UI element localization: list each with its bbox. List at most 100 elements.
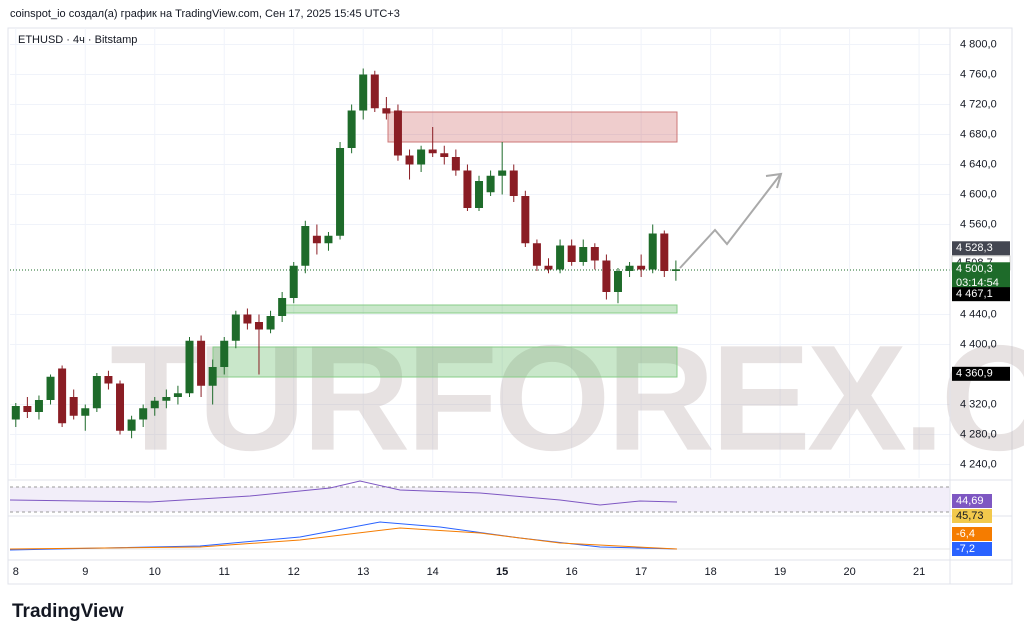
indicator-label: 44,69: [956, 495, 984, 507]
candle-body: [69, 397, 78, 416]
price-label: 4 467,1: [956, 288, 993, 300]
candle-body: [648, 233, 657, 270]
x-tick-label: 18: [705, 566, 717, 578]
candle-body: [58, 368, 67, 424]
x-tick-label: 11: [219, 566, 230, 578]
x-tick-label: 19: [774, 566, 786, 578]
candle-body: [370, 74, 379, 109]
price-label: 4 528,3: [956, 242, 993, 254]
candle-body: [475, 181, 484, 208]
y-tick-label: 4 680,0: [960, 128, 997, 140]
indicator-label-box: [952, 542, 992, 556]
candle-body: [231, 314, 240, 341]
macd-line: [9, 521, 678, 551]
candle-body: [660, 233, 669, 271]
candle-body: [127, 419, 136, 431]
candle-body: [509, 170, 518, 196]
candle-body: [139, 408, 148, 420]
candle-body: [220, 340, 229, 367]
x-tick-label: 13: [357, 566, 369, 578]
indicator-label: 45,73: [956, 510, 984, 522]
x-tick-label: 14: [427, 566, 439, 578]
watermark: TURFOREX.COM: [110, 314, 1024, 482]
candle-body: [440, 153, 449, 157]
y-tick-label: 4 640,0: [960, 158, 997, 170]
candle-body: [451, 157, 460, 171]
candle-body: [150, 400, 159, 409]
y-tick-label: 4 760,0: [960, 68, 997, 80]
candle-body: [521, 196, 530, 244]
candle-body: [579, 247, 588, 262]
candle-body: [243, 314, 252, 324]
countdown: 03:14:54: [956, 277, 999, 289]
price-label: 4 500,3: [956, 263, 993, 275]
candle-body: [625, 265, 634, 271]
candle-body: [347, 110, 356, 148]
price-label-box: [952, 366, 1010, 381]
candle-body: [556, 245, 565, 270]
indicator-label-box: [952, 527, 992, 541]
chart-frame: [7, 27, 1013, 585]
candle-body: [671, 269, 680, 271]
candle-body: [336, 148, 345, 236]
candle-body: [428, 149, 437, 154]
candle-body: [23, 406, 32, 412]
candle-body: [486, 175, 495, 193]
x-tick-label: 15: [496, 566, 508, 578]
candle-body: [116, 383, 125, 431]
price-label-box: [952, 262, 1010, 291]
rsi-band: [10, 487, 950, 512]
x-tick-label: 20: [843, 566, 855, 578]
candle-body: [637, 265, 646, 270]
y-tick-label: 4 280,0: [960, 428, 997, 440]
symbol-title: ETHUSD · 4ч · Bitstamp: [18, 34, 137, 46]
price-label-box: [952, 241, 1010, 256]
candle-body: [278, 298, 287, 316]
candle-body: [289, 265, 298, 298]
x-tick-label: 9: [82, 566, 88, 578]
candle-body: [301, 226, 310, 266]
candle-body: [104, 376, 113, 384]
candle-body: [498, 170, 507, 176]
indicator-label-box: [952, 494, 992, 508]
x-tick-label: 12: [288, 566, 300, 578]
rsi-line: [9, 480, 678, 506]
candle-body: [92, 376, 101, 409]
x-tick-label: 8: [13, 566, 19, 578]
forecast-arrow: [679, 174, 781, 269]
indicator-label: -6,4: [956, 528, 975, 540]
candle-body: [185, 340, 194, 394]
candle-body: [81, 408, 90, 416]
y-tick-label: 4 240,0: [960, 458, 997, 470]
y-tick-label: 4 800,0: [960, 38, 997, 50]
x-tick-label: 16: [566, 566, 578, 578]
x-tick-label: 17: [635, 566, 647, 578]
y-tick-label: 4 600,0: [960, 188, 997, 200]
candle-body: [393, 110, 402, 156]
caption: coinspot_io создал(а) график на TradingV…: [10, 8, 400, 20]
candle-body: [324, 235, 333, 244]
candle-body: [197, 340, 206, 386]
candle-body: [254, 322, 263, 330]
candle-body: [602, 260, 611, 292]
price-label: 4 360,9: [956, 368, 993, 380]
y-tick-label: 4 440,0: [960, 308, 997, 320]
y-tick-label: 4 320,0: [960, 398, 997, 410]
candle-body: [208, 367, 217, 386]
y-tick-label: 4 560,0: [960, 218, 997, 230]
demand-zone: [212, 346, 678, 378]
y-tick-label: 4 400,0: [960, 338, 997, 350]
signal-line: [9, 527, 678, 550]
arrow-head: [765, 172, 783, 189]
candle-body: [382, 108, 391, 114]
logo: TradingView: [12, 601, 124, 622]
candle-body: [359, 74, 368, 111]
candle-body: [162, 397, 171, 401]
candle-body: [405, 155, 414, 165]
y-tick-label: 4 720,0: [960, 98, 997, 110]
indicator-label-box: [952, 509, 992, 523]
candle-body: [544, 265, 553, 270]
price-label-box: [952, 287, 1010, 302]
